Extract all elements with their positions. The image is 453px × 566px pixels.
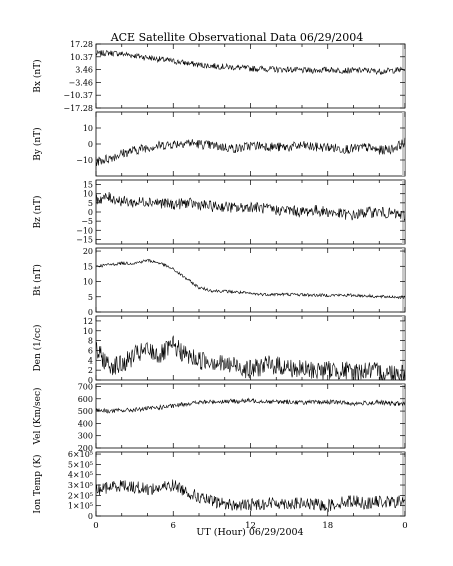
y-tick-label: 0 <box>88 512 93 521</box>
chart-title: ACE Satellite Observational Data 06/29/2… <box>110 31 364 44</box>
y-tick-label: 6 <box>88 346 93 355</box>
y-tick-label: 6×10⁵ <box>68 450 93 459</box>
y-tick-label: 15 <box>83 262 93 271</box>
y-tick-label: 0 <box>88 140 93 149</box>
series-line <box>95 335 406 381</box>
y-axis-label: By (nT) <box>32 127 43 160</box>
panel-2: −10 0 10 By (nT) <box>32 111 406 177</box>
y-tick-label: 0 <box>88 208 93 217</box>
panel-frame <box>95 315 406 381</box>
y-tick-label: 8 <box>88 337 93 346</box>
panel-6: 200 300 400 500 600 700 Vel (Km/sec) <box>32 382 406 453</box>
x-tick-label: 0 <box>402 521 407 531</box>
panel-4: 0 5 10 15 20 Bt (nT) <box>32 247 406 317</box>
y-tick-label: −5 <box>81 217 93 226</box>
x-tick-label: 0 <box>93 521 98 531</box>
y-tick-label: 15 <box>83 181 93 190</box>
y-tick-label: 5 <box>88 199 93 208</box>
y-tick-label: −17.28 <box>63 104 93 113</box>
y-tick-label: 0 <box>88 308 93 317</box>
y-tick-label: −10 <box>76 156 93 165</box>
panel-frame <box>95 43 406 109</box>
y-tick-label: −15 <box>76 235 93 244</box>
y-axis-label: Bt (nT) <box>32 264 43 296</box>
series-line <box>95 397 406 414</box>
x-tick-labels: 0 6 12 18 0 <box>93 521 407 531</box>
panel-1: −17.28 −10.37 −3.46 3.46 10.37 17.28 Bx (nT) <box>32 40 406 113</box>
y-tick-label: 600 <box>78 395 93 404</box>
data-gap-strip <box>402 452 405 516</box>
y-tick-label: 10 <box>83 190 93 199</box>
y-tick-label: 3×10⁵ <box>68 481 93 490</box>
y-axis-label: Ion Temp (K) <box>32 454 43 513</box>
y-tick-label: 400 <box>78 419 93 428</box>
y-axis-label: Bx (nT) <box>32 59 43 92</box>
y-tick-label: 10 <box>83 124 93 133</box>
y-tick-label: −10.37 <box>63 91 93 100</box>
series-line <box>95 137 406 166</box>
data-gap-strip <box>402 384 405 448</box>
panel-frame <box>95 247 406 313</box>
data-gap-strip <box>402 316 405 380</box>
series-line <box>95 191 406 222</box>
x-tick-label: 6 <box>171 521 176 531</box>
y-axis-label: Bz (nT) <box>32 195 43 228</box>
y-tick-label: 12 <box>83 317 93 326</box>
y-tick-label: 5 <box>88 293 93 302</box>
series-line <box>95 479 406 513</box>
y-tick-label: 2×10⁵ <box>68 491 93 500</box>
y-tick-label: 10 <box>83 327 93 336</box>
panel-frame <box>95 451 406 517</box>
y-tick-label: 17.28 <box>70 40 93 49</box>
y-tick-label: 5×10⁵ <box>68 460 93 469</box>
y-tick-label: 10 <box>83 278 93 287</box>
y-tick-label: 500 <box>78 407 93 416</box>
y-tick-label: 3.46 <box>75 66 93 75</box>
x-tick-label: 18 <box>322 521 333 531</box>
y-tick-label: −3.46 <box>68 78 93 87</box>
y-axis-label: Den (1/cc) <box>32 324 43 371</box>
y-tick-label: 2 <box>88 366 93 375</box>
y-tick-label: 20 <box>83 247 93 256</box>
y-tick-label: 300 <box>78 432 93 441</box>
y-axis-label: Vel (Km/sec) <box>32 387 43 445</box>
y-tick-label: 4×10⁵ <box>68 471 93 480</box>
y-tick-label: 200 <box>78 444 93 453</box>
y-tick-label: 0 <box>88 376 93 385</box>
y-tick-label: 1×10⁵ <box>68 502 93 511</box>
y-tick-label: 10.37 <box>70 53 93 62</box>
series-line <box>95 49 406 76</box>
y-tick-label: 700 <box>78 382 93 391</box>
x-tick-label: 12 <box>245 521 256 531</box>
y-tick-label: 4 <box>88 356 93 365</box>
x-axis-label: UT (Hour) 06/29/2004 <box>196 527 303 538</box>
y-tick-label: −10 <box>76 226 93 235</box>
data-gap-strip <box>402 44 405 108</box>
series-line <box>95 258 406 300</box>
panel-frame <box>95 383 406 449</box>
data-gap-strip <box>402 248 405 312</box>
